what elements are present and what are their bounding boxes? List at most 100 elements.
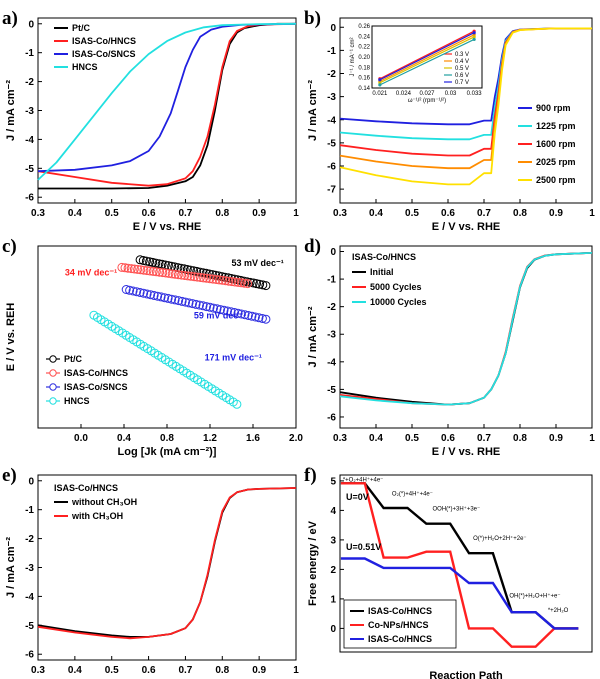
data-point — [182, 265, 192, 274]
y-tick-label: -7 — [327, 185, 336, 196]
data-point — [145, 266, 155, 276]
data-point — [189, 272, 199, 282]
inset-y-label: J⁻¹ / mA⁻¹ cm² — [350, 38, 356, 77]
x-tick-label: 0.6 — [142, 665, 156, 676]
data-point — [202, 273, 212, 283]
data-point — [121, 285, 131, 294]
y-axis-label: J / mA cm⁻² — [307, 80, 319, 141]
panel-label: a) — [2, 8, 18, 29]
x-tick-label: 0.6 — [142, 208, 156, 219]
x-tick-label: 0.3 — [31, 208, 45, 219]
data-point — [216, 305, 225, 315]
legend-entry: ISAS-Co/SNCS — [72, 49, 136, 59]
y-tick-label: 4 — [330, 506, 336, 517]
x-tick-label: 0.6 — [441, 433, 455, 444]
data-point — [177, 296, 187, 306]
x-tick-label: 0.8 — [513, 433, 527, 444]
y-tick-label: -6 — [25, 193, 34, 204]
plot-frame — [339, 245, 593, 429]
inset-x-tick-label: 0.027 — [419, 91, 435, 97]
y-tick-label: -3 — [25, 106, 34, 117]
data-point — [205, 302, 215, 312]
data-point — [185, 265, 195, 275]
legend-entry: ISAS-Co/SNCS — [64, 382, 128, 392]
data-point — [199, 273, 209, 283]
x-tick-label: 0.8 — [215, 208, 229, 219]
inset-point — [472, 31, 476, 35]
data-point — [212, 304, 222, 314]
x-tick-label: 0.3 — [333, 208, 347, 219]
legend-entry: without CH₃OH — [71, 497, 137, 507]
data-point — [126, 264, 136, 274]
legend-entry: Co-NPs/HNCS — [368, 620, 429, 630]
data-point — [243, 311, 253, 320]
panel-e: 0.30.40.50.60.70.80.91-6-5-4-3-2-10E / V… — [2, 465, 299, 679]
data-point — [254, 313, 264, 323]
y-tick-label: -2 — [327, 302, 336, 313]
inset-series-line — [379, 34, 475, 82]
data-point — [177, 270, 187, 280]
legend-title: ISAS-Co/HNCS — [54, 483, 118, 493]
x-tick-label: 0.5 — [405, 433, 419, 444]
data-point — [176, 263, 186, 273]
x-tick-label: 1.6 — [246, 433, 260, 444]
y-tick-label: -4 — [327, 115, 336, 126]
y-tick-label: 1 — [330, 594, 336, 605]
data-point — [208, 274, 218, 284]
inset-y-tick-label: 0.14 — [358, 86, 370, 92]
y-tick-label: -1 — [25, 505, 34, 516]
data-point — [145, 257, 155, 267]
y-tick-label: 0 — [330, 247, 336, 258]
inset-series-line — [379, 36, 475, 84]
x-tick-label: 0.4 — [68, 208, 82, 219]
inset-y-tick-label: 0.16 — [358, 76, 370, 82]
y-tick-label: -6 — [327, 162, 336, 173]
legend-entry: ISAS-Co/HNCS — [368, 606, 432, 616]
x-tick-label: 0.6 — [441, 208, 455, 219]
data-point — [186, 271, 196, 281]
x-tick-label: 0.0 — [74, 433, 88, 444]
y-axis-label: J / mA cm⁻² — [307, 306, 319, 367]
series-line — [38, 22, 296, 190]
plot-frame — [339, 17, 593, 204]
x-axis-label: E / V vs. RHE — [432, 446, 500, 458]
data-point — [214, 275, 224, 285]
data-point — [240, 310, 250, 320]
y-tick-label: -5 — [327, 385, 336, 396]
step-label: *+2H₂O — [548, 608, 569, 614]
data-point — [192, 272, 202, 282]
legend-entry: Initial — [370, 267, 394, 277]
data-point — [227, 277, 237, 287]
panel-label: e) — [2, 465, 17, 486]
inset-legend-entry: 0.6 V — [455, 73, 469, 79]
data-point — [164, 268, 174, 278]
inset-x-tick-label: 0.033 — [467, 91, 483, 97]
legend-entry: ISAS-Co/HNCS — [368, 634, 432, 644]
data-point — [236, 278, 246, 288]
panel-a: 0.3 0.4 0.5 0.6 0.7 0.8 0.9 1 -6 -5 -4 -3 -2 -1 0 E / V… — [2, 8, 299, 233]
data-point — [248, 278, 258, 288]
data-point — [167, 269, 177, 279]
y-tick-label: -5 — [25, 621, 34, 632]
legend-entry: Pt/C — [72, 23, 91, 33]
legend-entry: with CH₃OH — [71, 511, 123, 521]
x-axis-label: Reaction Path — [429, 670, 503, 679]
x-tick-label: 0.3 — [31, 665, 45, 676]
potential-label: U=0V — [346, 492, 369, 502]
legend-entry: 2500 rpm — [536, 175, 576, 185]
inset-point — [472, 37, 476, 42]
y-tick-label: -1 — [327, 275, 336, 286]
series-line — [37, 487, 297, 640]
data-point — [160, 293, 170, 303]
y-tick-label: -6 — [25, 650, 34, 661]
energy-path — [340, 482, 579, 648]
y-axis-label: Free energy / eV — [307, 520, 319, 606]
legend-marker — [49, 397, 57, 405]
inset-series-line — [379, 30, 475, 80]
data-point — [148, 266, 158, 276]
x-tick-label: 1.2 — [203, 433, 217, 444]
legend-entry: 5000 Cycles — [370, 282, 422, 292]
legend-marker — [49, 369, 57, 377]
inset-y-tick-label: 0.20 — [358, 55, 370, 61]
